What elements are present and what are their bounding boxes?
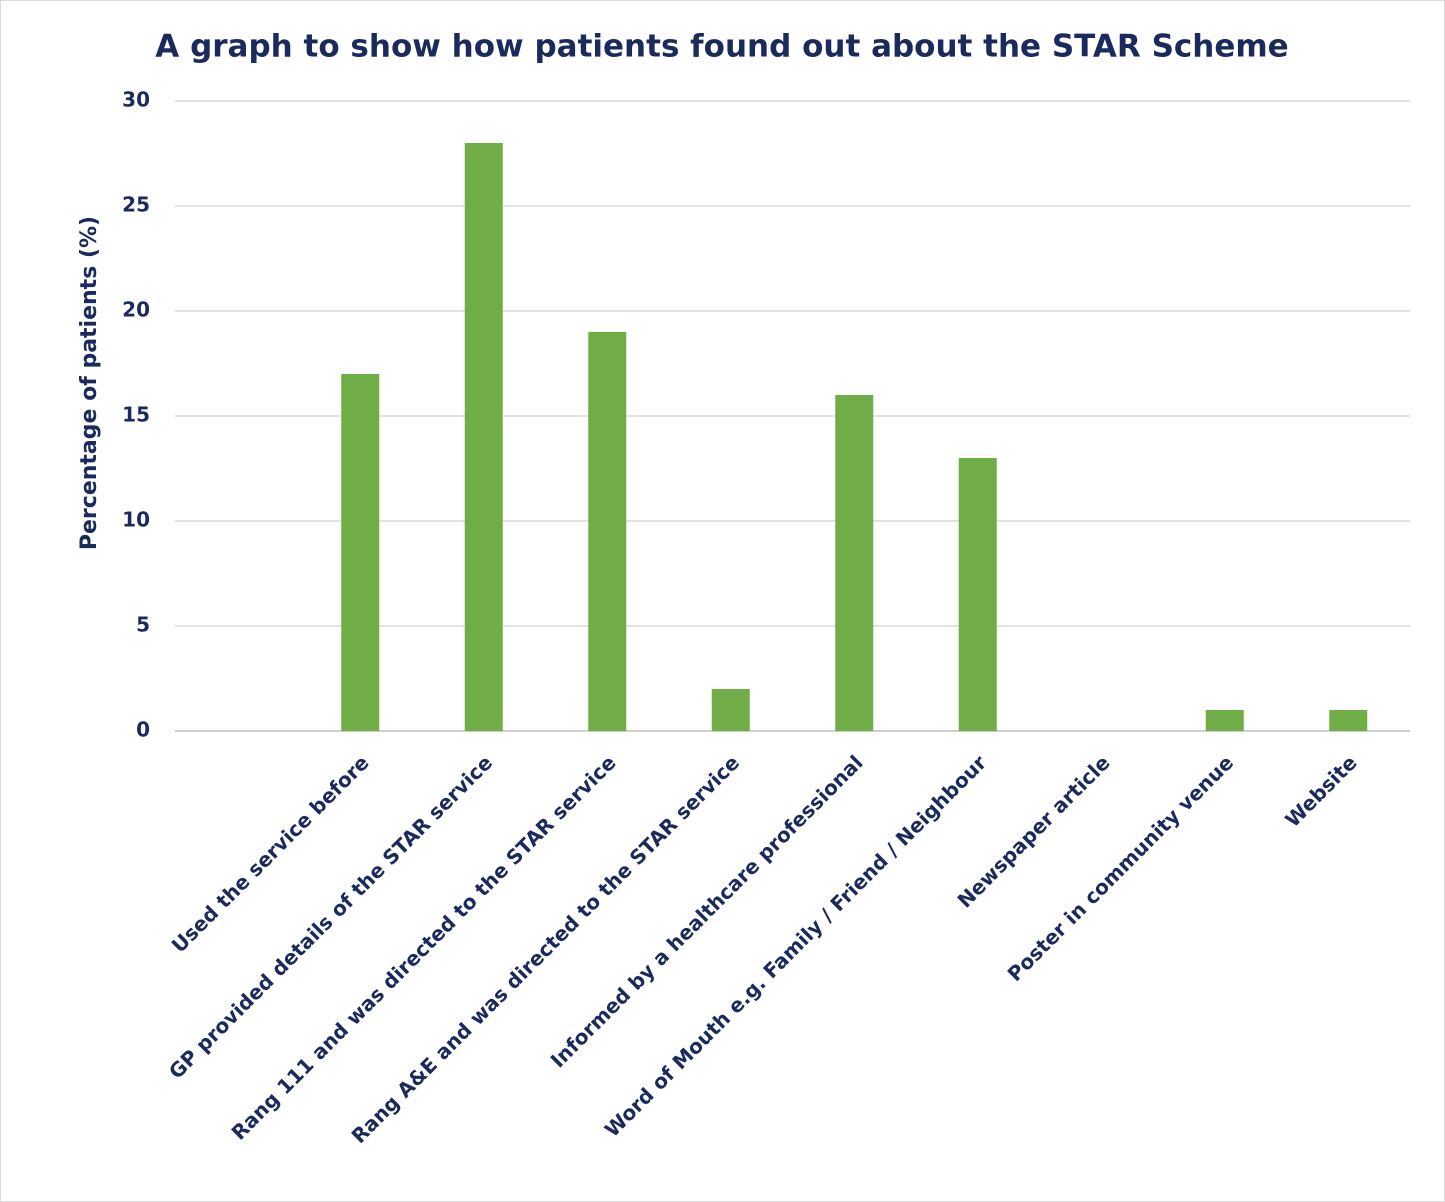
y-tick-label: 5 <box>136 613 150 637</box>
bar <box>464 143 503 731</box>
bar <box>711 689 750 731</box>
y-tick-label: 0 <box>136 718 150 742</box>
bar <box>1205 710 1244 731</box>
bar <box>958 458 997 731</box>
y-axis-label: Percentage of patients (%) <box>77 216 102 550</box>
bar <box>341 374 380 731</box>
y-tick-label: 15 <box>122 403 150 427</box>
y-tick-label: 25 <box>122 193 150 217</box>
y-tick-label: 30 <box>122 88 150 112</box>
bar <box>1329 710 1368 731</box>
bar <box>835 395 874 731</box>
y-tick-label: 20 <box>122 298 150 322</box>
chart-title: A graph to show how patients found out a… <box>155 29 1288 65</box>
bar <box>588 332 627 731</box>
y-tick-label: 10 <box>122 508 150 532</box>
